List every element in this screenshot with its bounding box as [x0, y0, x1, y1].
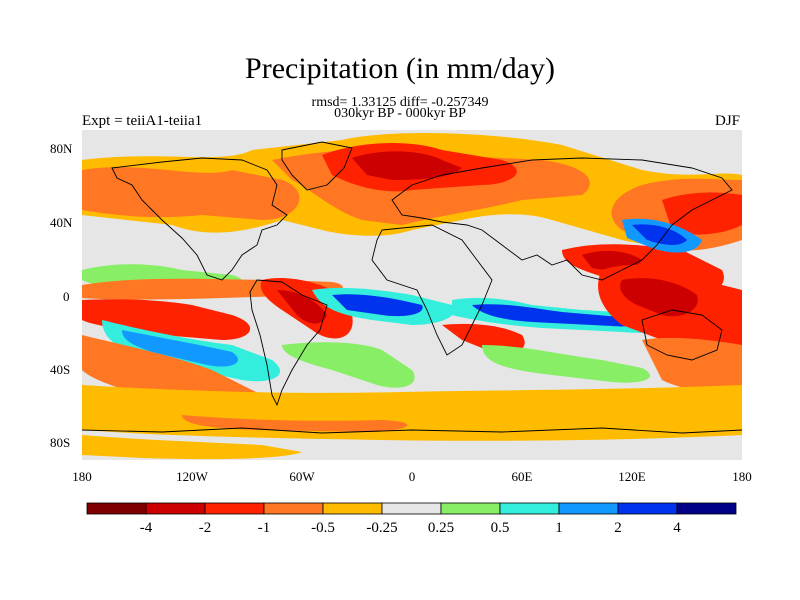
colorbar-swatch — [381, 502, 442, 515]
colorbar-swatch — [558, 502, 619, 515]
experiment-label: Expt = teiiA1-teiia1 — [82, 113, 203, 129]
colorbar-swatch — [499, 502, 560, 515]
colorbar-swatch — [145, 502, 206, 515]
lat-label-40s: 40S — [50, 362, 71, 377]
figure-title: Precipitation (in mm/day) — [245, 52, 555, 85]
lon-label-180e: 180 — [732, 469, 752, 484]
colorbar-label: -0.5 — [311, 520, 335, 536]
colorbar-label: -0.25 — [366, 520, 398, 536]
subtitle: 030kyr BP - 000kyr BP — [334, 106, 466, 121]
lon-label-60w: 60W — [289, 469, 315, 484]
colorbar-label: 2 — [614, 520, 622, 536]
colorbar-label: -4 — [139, 520, 153, 536]
colorbar-swatch — [204, 502, 265, 515]
colorbar-swatch — [617, 502, 678, 515]
contour-fills — [82, 133, 742, 460]
season-label: DJF — [714, 113, 740, 129]
colorbar-swatch — [86, 502, 147, 515]
colorbar-label: 0.25 — [427, 520, 455, 536]
lat-label-eq: 0 — [63, 289, 70, 304]
lat-label-40n: 40N — [50, 215, 73, 230]
lon-label-120e: 120E — [618, 469, 646, 484]
lat-label-80s: 80S — [50, 435, 71, 450]
lon-label-60e: 60E — [511, 469, 533, 484]
colorbar-label: 4 — [673, 520, 681, 536]
lat-label-80n: 80N — [50, 141, 73, 156]
colorbar-swatch — [263, 502, 324, 515]
lon-label-0: 0 — [408, 469, 416, 484]
lon-label-120w: 120W — [176, 469, 208, 484]
colorbar-swatch — [676, 502, 737, 515]
lon-label-180w: 180 — [72, 469, 92, 484]
colorbar-label: 1 — [555, 520, 563, 536]
stats-line: rmsd= 1.33125 diff= -0.257349 — [311, 95, 489, 110]
colorbar-label: -1 — [257, 520, 271, 536]
colorbar-label: 0.5 — [490, 520, 510, 536]
continent-outlines — [82, 141, 742, 434]
precipitation-difference-map — [82, 130, 742, 460]
colorbar-label: -2 — [198, 520, 212, 536]
colorbar-swatches — [86, 502, 737, 515]
colorbar-swatch — [440, 502, 501, 515]
colorbar-swatch — [322, 502, 383, 515]
